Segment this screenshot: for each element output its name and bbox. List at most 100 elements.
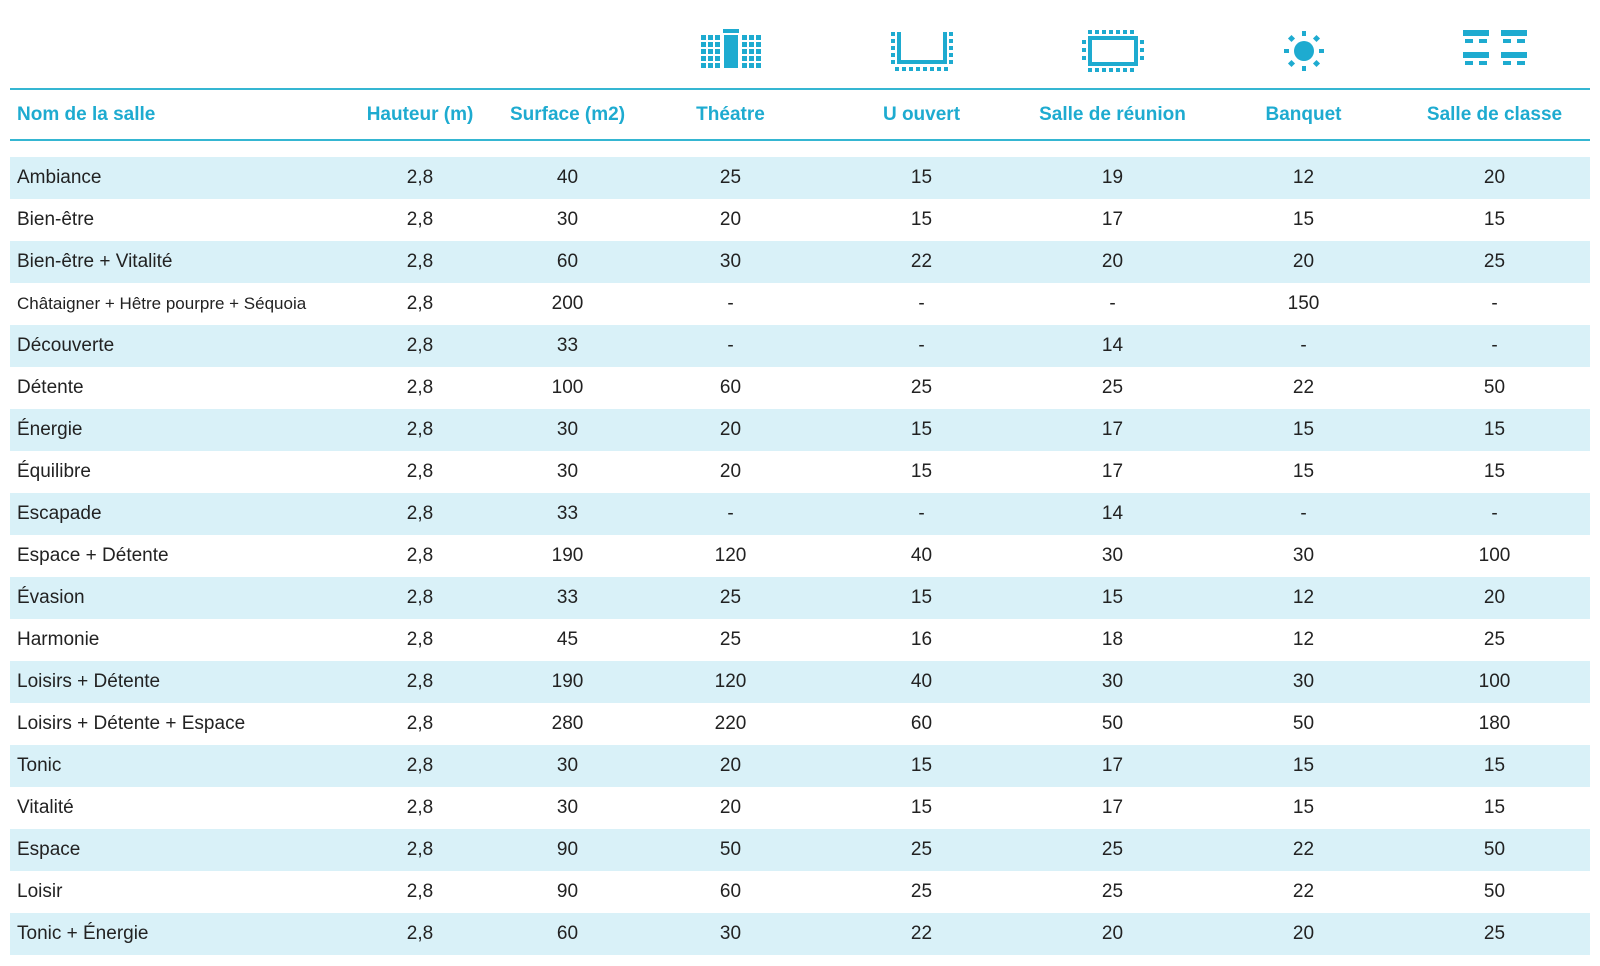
cell-classroom: 50 [1399, 829, 1590, 871]
cell-banquet: 12 [1208, 577, 1399, 619]
cell-u-shape: 15 [910, 209, 933, 230]
table-row: Bien-être + Vitalité 2,8 60 30 22 20 20 25 [10, 241, 1590, 283]
table-row: Détente 2,8 100 60 25 25 22 50 [10, 367, 1590, 409]
cell-banquet: 15 [1292, 797, 1315, 818]
cell-room-name: Vitalité [17, 797, 74, 818]
icon-spacer [10, 18, 340, 89]
col-header-height: Hauteur (m) [366, 103, 474, 125]
cell-surface: 190 [551, 545, 584, 566]
cell-u-shape: - [826, 325, 1017, 367]
cell-banquet: 15 [1292, 461, 1315, 482]
cell-classroom: 50 [1483, 377, 1506, 398]
icon-spacer [340, 18, 500, 89]
cell-room-name: Loisir [17, 881, 63, 902]
cell-banquet: 22 [1292, 377, 1315, 398]
cell-meeting-room: 14 [1017, 493, 1208, 535]
table-row: Bien-être 2,8 30 20 15 17 15 15 [10, 199, 1590, 241]
cell-meeting-room: 17 [1017, 409, 1208, 451]
cell-height: 2,8 [340, 829, 500, 871]
table-row: Équilibre 2,8 30 20 15 17 15 15 [10, 451, 1590, 493]
cell-height: 2,8 [406, 713, 434, 734]
cell-meeting-room: 25 [1101, 881, 1124, 902]
table-row: Espace + Détente 2,8 190 120 40 30 30 100 [10, 535, 1590, 577]
u-shape-icon-cell [826, 18, 1017, 89]
cell-surface: 33 [500, 325, 635, 367]
theatre-icon [700, 28, 761, 68]
cell-classroom: 25 [1399, 241, 1590, 283]
cell-classroom: 25 [1483, 629, 1506, 650]
cell-room-name: Tonic [10, 745, 340, 787]
table-row: Loisirs + Détente + Espace 2,8 280 220 60 50 5… [10, 703, 1590, 745]
cell-u-shape: 25 [826, 829, 1017, 871]
cell-height: 2,8 [406, 461, 434, 482]
header-spacer [10, 140, 1590, 157]
cell-u-shape: 15 [826, 745, 1017, 787]
cell-surface: 60 [500, 241, 635, 283]
cell-classroom: 15 [1483, 209, 1506, 230]
cell-theatre: 20 [635, 409, 826, 451]
cell-meeting-room: - [1109, 293, 1116, 314]
cell-meeting-room: 14 [1017, 325, 1208, 367]
cell-u-shape: 25 [910, 881, 933, 902]
cell-surface: 100 [551, 377, 584, 398]
cell-room-name: Espace [10, 829, 340, 871]
cell-theatre: 25 [635, 157, 826, 199]
cell-meeting-room: 17 [1017, 745, 1208, 787]
cell-theatre: 20 [635, 745, 826, 787]
col-header-banquet: Banquet [1265, 103, 1342, 125]
table-row: Tonic 2,8 30 20 15 17 15 15 [10, 745, 1590, 787]
cell-banquet: 12 [1292, 629, 1315, 650]
u-shape-icon [890, 31, 953, 71]
cell-banquet: 22 [1208, 829, 1399, 871]
cell-height: 2,8 [340, 325, 500, 367]
cell-height: 2,8 [406, 797, 434, 818]
cell-surface: 30 [500, 745, 635, 787]
banquet-icon [1283, 30, 1324, 71]
cell-room-name: Espace + Détente [17, 545, 169, 566]
cell-height: 2,8 [406, 545, 434, 566]
cell-banquet: - [1208, 325, 1399, 367]
cell-surface: 90 [500, 829, 635, 871]
cell-theatre: 220 [714, 713, 747, 734]
cell-u-shape: 60 [910, 713, 933, 734]
cell-meeting-room: 25 [1017, 829, 1208, 871]
boardroom-icon [1081, 29, 1144, 72]
banquet-icon-cell [1208, 18, 1399, 89]
cell-theatre: 25 [719, 629, 742, 650]
cell-surface: 200 [551, 293, 584, 314]
table-row: Escapade 2,8 33- -14- - [10, 493, 1590, 535]
cell-u-shape: 25 [910, 377, 933, 398]
cell-classroom: 25 [1399, 913, 1590, 955]
cell-u-shape: 16 [910, 629, 933, 650]
table-row: Découverte 2,8 33- -14- - [10, 325, 1590, 367]
cell-surface: 280 [551, 713, 584, 734]
header-row: Nom de la salle Hauteur (m) Surface (m2)… [10, 89, 1590, 140]
cell-surface: 190 [500, 661, 635, 703]
cell-banquet: 20 [1208, 241, 1399, 283]
cell-meeting-room: 20 [1017, 241, 1208, 283]
cell-banquet: 50 [1292, 713, 1315, 734]
theatre-icon-cell [635, 18, 826, 89]
cell-surface: 30 [556, 797, 579, 818]
table-row: Harmonie 2,8 45 25 16 18 12 25 [10, 619, 1590, 661]
cell-room-name: Découverte [10, 325, 340, 367]
cell-height: 2,8 [340, 577, 500, 619]
cell-classroom: - [1399, 493, 1590, 535]
cell-meeting-room: 30 [1101, 545, 1124, 566]
cell-height: 2,8 [406, 881, 434, 902]
cell-theatre: 60 [719, 377, 742, 398]
table-row: Châtaigner + Hêtre pourpre + Séquoia 2,8 2… [10, 283, 1590, 325]
cell-meeting-room: 17 [1101, 461, 1124, 482]
cell-theatre: 20 [719, 797, 742, 818]
cell-u-shape: 22 [826, 913, 1017, 955]
cell-meeting-room: 19 [1017, 157, 1208, 199]
table-row: Loisir 2,8 90 60 25 25 22 50 [10, 871, 1590, 913]
table-row: Espace 2,8 90 50 25 25 22 50 [10, 829, 1590, 871]
cell-classroom: 15 [1399, 745, 1590, 787]
table-row: Ambiance 2,8 40 25 15 19 12 20 [10, 157, 1590, 199]
cell-surface: 45 [556, 629, 579, 650]
classroom-icon-cell [1399, 18, 1590, 89]
cell-theatre: 20 [719, 461, 742, 482]
cell-theatre: 20 [719, 209, 742, 230]
